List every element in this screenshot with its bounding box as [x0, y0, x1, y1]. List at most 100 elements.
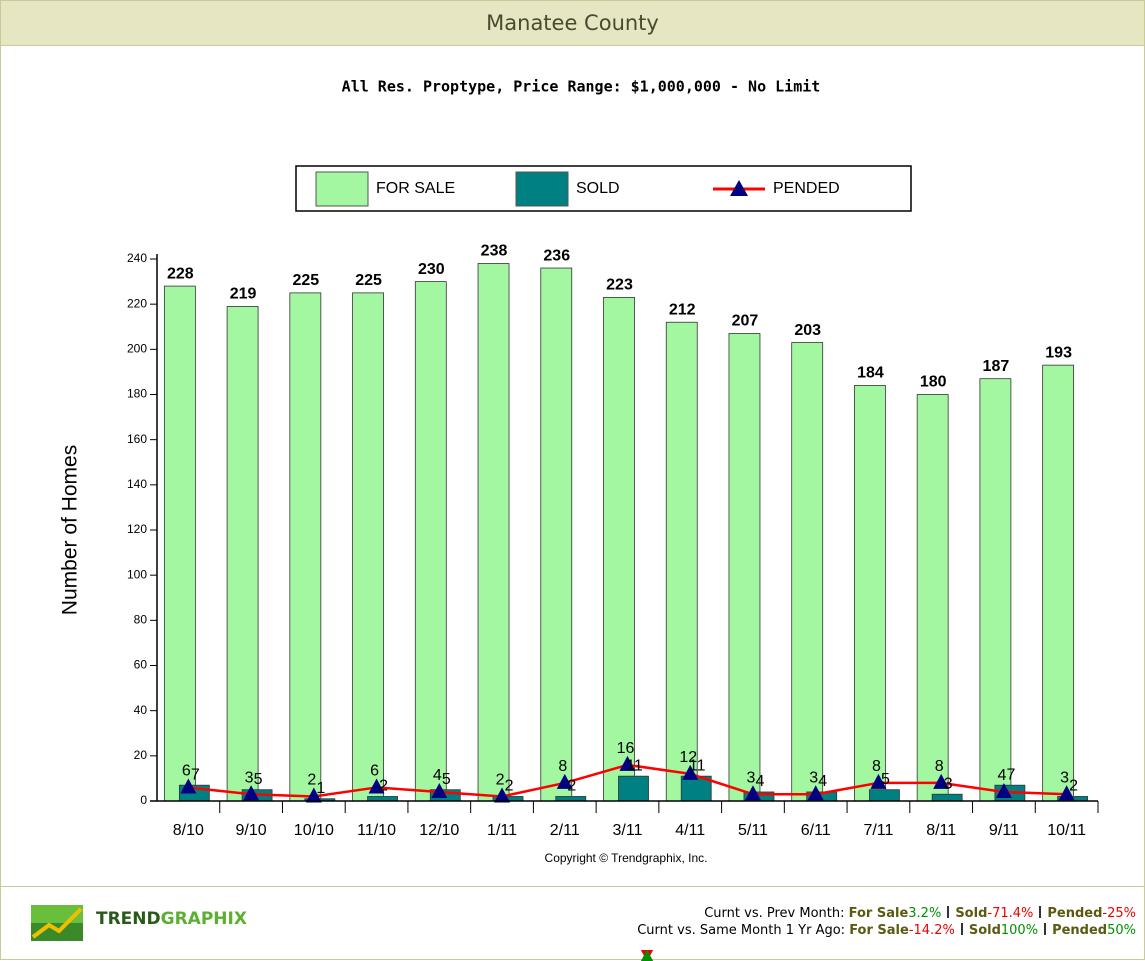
x-tick-label: 12/10	[419, 822, 459, 839]
marker	[619, 755, 636, 771]
stat-name: For Sale	[848, 906, 909, 921]
data-label: 184	[857, 365, 884, 382]
stat-name: Pended	[1047, 906, 1103, 921]
bar	[540, 267, 573, 802]
y-tick-label: 200	[127, 342, 147, 356]
data-label: 6	[370, 763, 379, 780]
y-tick-label: 160	[127, 432, 147, 446]
bar	[414, 281, 447, 802]
data-label: 4	[756, 773, 765, 790]
bar	[931, 793, 963, 802]
data-label: 228	[167, 265, 194, 282]
bar	[979, 378, 1012, 802]
legend-box	[295, 165, 912, 212]
x-tick-label: 1/11	[487, 822, 517, 839]
y-tick-label: 120	[127, 522, 147, 536]
marker	[995, 782, 1012, 798]
subtitle: All Res. Proptype, Price Range: $1,000,0…	[342, 78, 821, 96]
stat-change: -25%	[1102, 906, 1136, 921]
legend-swatch	[315, 171, 369, 207]
x-tick-label: 9/11	[989, 822, 1019, 839]
bar	[226, 306, 259, 802]
data-label: 187	[983, 358, 1010, 375]
data-label: 8	[935, 758, 944, 775]
data-label: 5	[442, 771, 451, 788]
data-label: 3	[245, 769, 254, 786]
stats-row: Curnt vs. Same Month 1 Yr Ago: For Sale -…	[637, 922, 1136, 961]
logo	[31, 905, 83, 941]
marker	[556, 773, 573, 789]
legend-swatch	[515, 171, 569, 207]
marker	[870, 773, 887, 789]
separator	[1039, 906, 1042, 918]
bar	[603, 296, 635, 802]
bar	[163, 285, 196, 802]
trend-arrow	[641, 950, 654, 961]
stat-change: 100%	[1000, 923, 1039, 938]
data-label: 225	[292, 272, 319, 289]
marker	[368, 778, 385, 794]
x-tick-label: 2/11	[550, 822, 580, 839]
bar	[791, 342, 824, 802]
stats-row: Curnt vs. Prev Month: For Sale 3.2% Sold -7…	[637, 905, 1136, 961]
separator	[947, 906, 950, 918]
bar	[477, 263, 510, 802]
data-label: 2	[505, 778, 514, 795]
data-label: 8	[558, 758, 567, 775]
legend-label: FOR SALE	[376, 180, 455, 197]
brand-part: GRAPHIX	[160, 909, 247, 929]
stat-name: For Sale	[849, 923, 909, 938]
stats-label: Curnt vs. Prev Month:	[704, 906, 845, 921]
y-tick-label: 100	[127, 567, 147, 581]
y-tick-label: 0	[140, 793, 147, 807]
separator	[1044, 923, 1047, 935]
bar	[1042, 364, 1075, 802]
stats-label: Curnt vs. Same Month 1 Yr Ago:	[637, 923, 846, 938]
data-label: 238	[481, 243, 508, 260]
stat-name: Sold	[968, 923, 1001, 938]
annotation: Copyright © Trendgraphix, Inc.	[545, 851, 708, 865]
data-label: 212	[669, 301, 696, 318]
data-label: 219	[230, 286, 257, 303]
data-label: 5	[881, 771, 890, 788]
marker	[180, 778, 197, 794]
marker	[682, 764, 699, 780]
data-label: 16	[617, 740, 635, 757]
data-label: 3	[944, 775, 953, 792]
data-label: 4	[997, 767, 1006, 784]
bar	[869, 789, 900, 802]
x-tick-label: 11/10	[357, 822, 396, 839]
chart: All Res. Proptype, Price Range: $1,000,0…	[59, 78, 1099, 865]
data-label: 223	[606, 277, 633, 294]
x-tick-label: 6/11	[801, 822, 831, 839]
bar	[352, 292, 384, 802]
data-label: 3	[809, 769, 818, 786]
stat-change: 3.2%	[908, 906, 942, 921]
legend-label: SOLD	[576, 180, 620, 197]
y-tick-label: 60	[134, 658, 148, 672]
x-tick-label: 10/11	[1047, 822, 1086, 839]
x-tick-label: 8/11	[926, 822, 956, 839]
legend-marker	[730, 180, 748, 196]
y-tick-label: 80	[134, 613, 148, 627]
data-label: 2	[307, 772, 316, 789]
data-label: 6	[182, 763, 191, 780]
chart-title: Manatee County	[1, 1, 1144, 46]
marker	[305, 787, 322, 803]
data-label: 207	[732, 313, 759, 330]
data-label: 2	[496, 772, 505, 789]
bar	[854, 385, 886, 802]
x-tick-label: 7/11	[863, 822, 893, 839]
x-tick-label: 5/11	[738, 822, 768, 839]
data-label: 193	[1045, 344, 1072, 361]
stat-name: Pended	[1052, 923, 1108, 938]
data-label: 5	[254, 771, 263, 788]
data-label: 12	[679, 749, 697, 766]
x-tick-label: 3/11	[613, 822, 643, 839]
y-axis-label: Number of Homes	[59, 445, 82, 615]
y-tick-label: 180	[127, 387, 147, 401]
data-label: 7	[191, 766, 200, 783]
bar	[728, 333, 761, 802]
